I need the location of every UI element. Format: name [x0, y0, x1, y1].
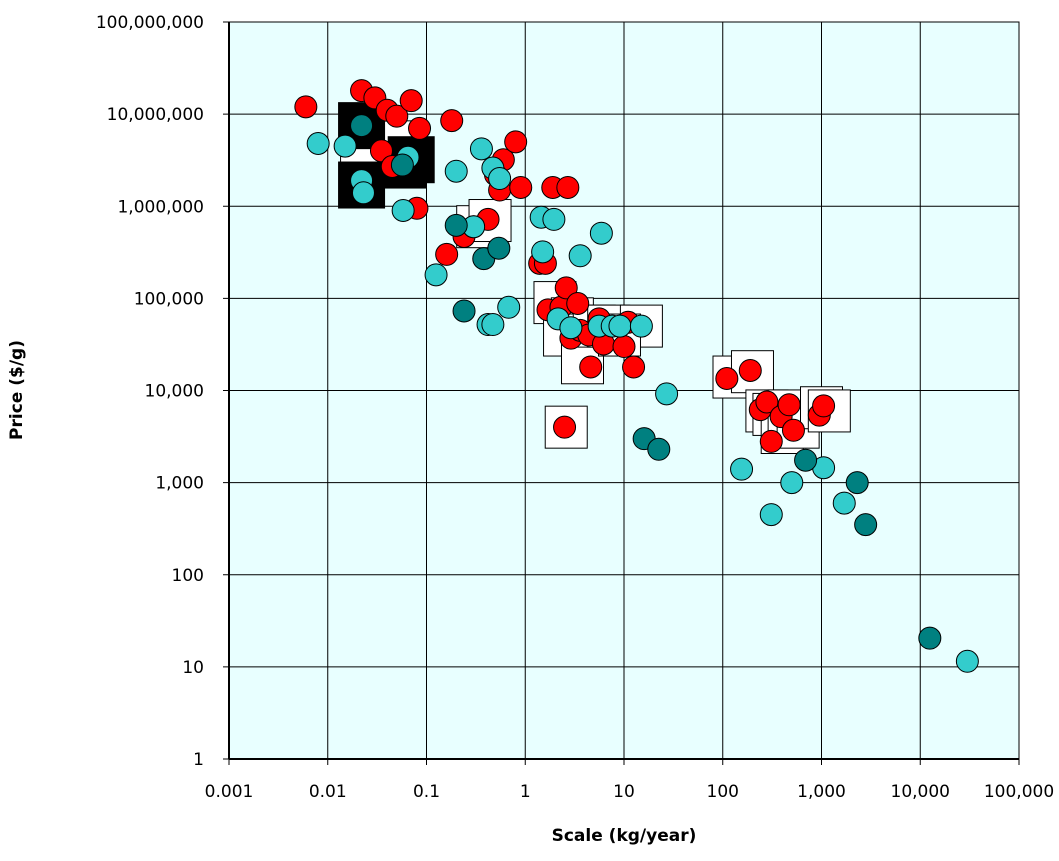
data-point-red	[553, 415, 577, 439]
data-point-red	[556, 175, 580, 199]
data-point-teal	[918, 626, 942, 650]
y-tick-label: 100,000	[134, 289, 204, 309]
data-point-red	[440, 109, 464, 133]
data-point-cyan	[531, 240, 555, 264]
data-points	[294, 79, 979, 673]
data-point-teal	[647, 437, 671, 461]
axes	[223, 21, 1020, 765]
y-tick-labels: 1 10 100 1,000 10,000 100,000 1,000,000 10,000,…	[96, 13, 204, 770]
y-axis-title: Price ($/g)	[7, 340, 27, 440]
data-point-red	[369, 139, 393, 163]
data-point-cyan	[730, 457, 754, 481]
data-point-cyan	[608, 314, 632, 338]
x-tick-label: 0.01	[309, 782, 347, 802]
data-point-cyan	[568, 244, 592, 268]
data-point-red	[738, 358, 762, 382]
data-point-red	[435, 242, 459, 266]
data-point-teal	[452, 299, 476, 323]
y-tick-label: 10,000,000	[107, 105, 204, 125]
data-point-red	[715, 366, 739, 390]
data-point-red	[399, 89, 423, 113]
data-point-red	[579, 355, 603, 379]
y-tick-label: 1	[193, 750, 204, 770]
data-point-cyan	[481, 313, 505, 337]
data-point-red	[294, 95, 318, 119]
x-tick-label: 10,000	[891, 782, 950, 802]
y-tick-label: 10	[182, 658, 204, 678]
data-point-cyan	[655, 382, 679, 406]
data-point-teal	[845, 471, 869, 495]
y-tick-label: 1,000	[155, 474, 204, 494]
data-point-teal	[350, 114, 374, 138]
data-point-red	[504, 130, 528, 154]
data-point-red	[554, 276, 578, 300]
data-point-cyan	[333, 134, 357, 158]
data-point-red	[622, 355, 646, 379]
data-point-teal	[794, 448, 818, 472]
data-point-teal	[854, 513, 878, 537]
data-point-cyan	[629, 314, 653, 338]
data-point-cyan	[306, 131, 330, 155]
data-point-cyan	[759, 503, 783, 527]
y-tick-label: 10,000	[145, 382, 204, 402]
data-point-red	[408, 116, 432, 140]
data-point-cyan	[424, 263, 448, 287]
data-point-teal	[390, 153, 414, 177]
x-tick-label: 100	[707, 782, 739, 802]
data-point-red	[385, 104, 409, 128]
x-tick-label: 1	[520, 782, 531, 802]
data-point-cyan	[444, 159, 468, 183]
data-point-cyan	[488, 167, 512, 191]
y-tick-label: 100	[172, 566, 204, 586]
x-axis-title: Scale (kg/year)	[552, 826, 697, 846]
x-tick-label: 100,000	[984, 782, 1054, 802]
data-point-cyan	[589, 221, 613, 245]
data-point-red	[612, 335, 636, 359]
x-tick-label: 0.001	[205, 782, 254, 802]
y-tick-label: 100,000,000	[96, 13, 204, 33]
data-point-red	[755, 390, 779, 414]
data-point-cyan	[542, 207, 566, 231]
data-point-red	[812, 394, 836, 418]
y-tick-label: 1,000,000	[117, 197, 204, 217]
data-point-cyan	[391, 198, 415, 222]
data-point-cyan	[351, 181, 375, 205]
data-point-cyan	[469, 137, 493, 161]
data-point-red	[566, 291, 590, 315]
data-point-teal	[487, 236, 511, 260]
data-point-red	[759, 429, 783, 453]
x-tick-label: 0.1	[413, 782, 440, 802]
data-point-red	[777, 393, 801, 417]
data-point-cyan	[559, 316, 583, 340]
data-point-red	[781, 418, 805, 442]
data-point-teal	[444, 213, 468, 237]
data-point-cyan	[955, 649, 979, 673]
data-point-cyan	[780, 471, 804, 495]
data-point-cyan	[832, 491, 856, 515]
x-tick-label: 10	[613, 782, 635, 802]
x-tick-label: 1,000	[797, 782, 846, 802]
data-point-red	[509, 175, 533, 199]
data-point-cyan	[497, 295, 521, 319]
x-tick-labels: 0.001 0.01 0.1 1 10 100 1,000 10,000 100,000	[205, 782, 1054, 802]
